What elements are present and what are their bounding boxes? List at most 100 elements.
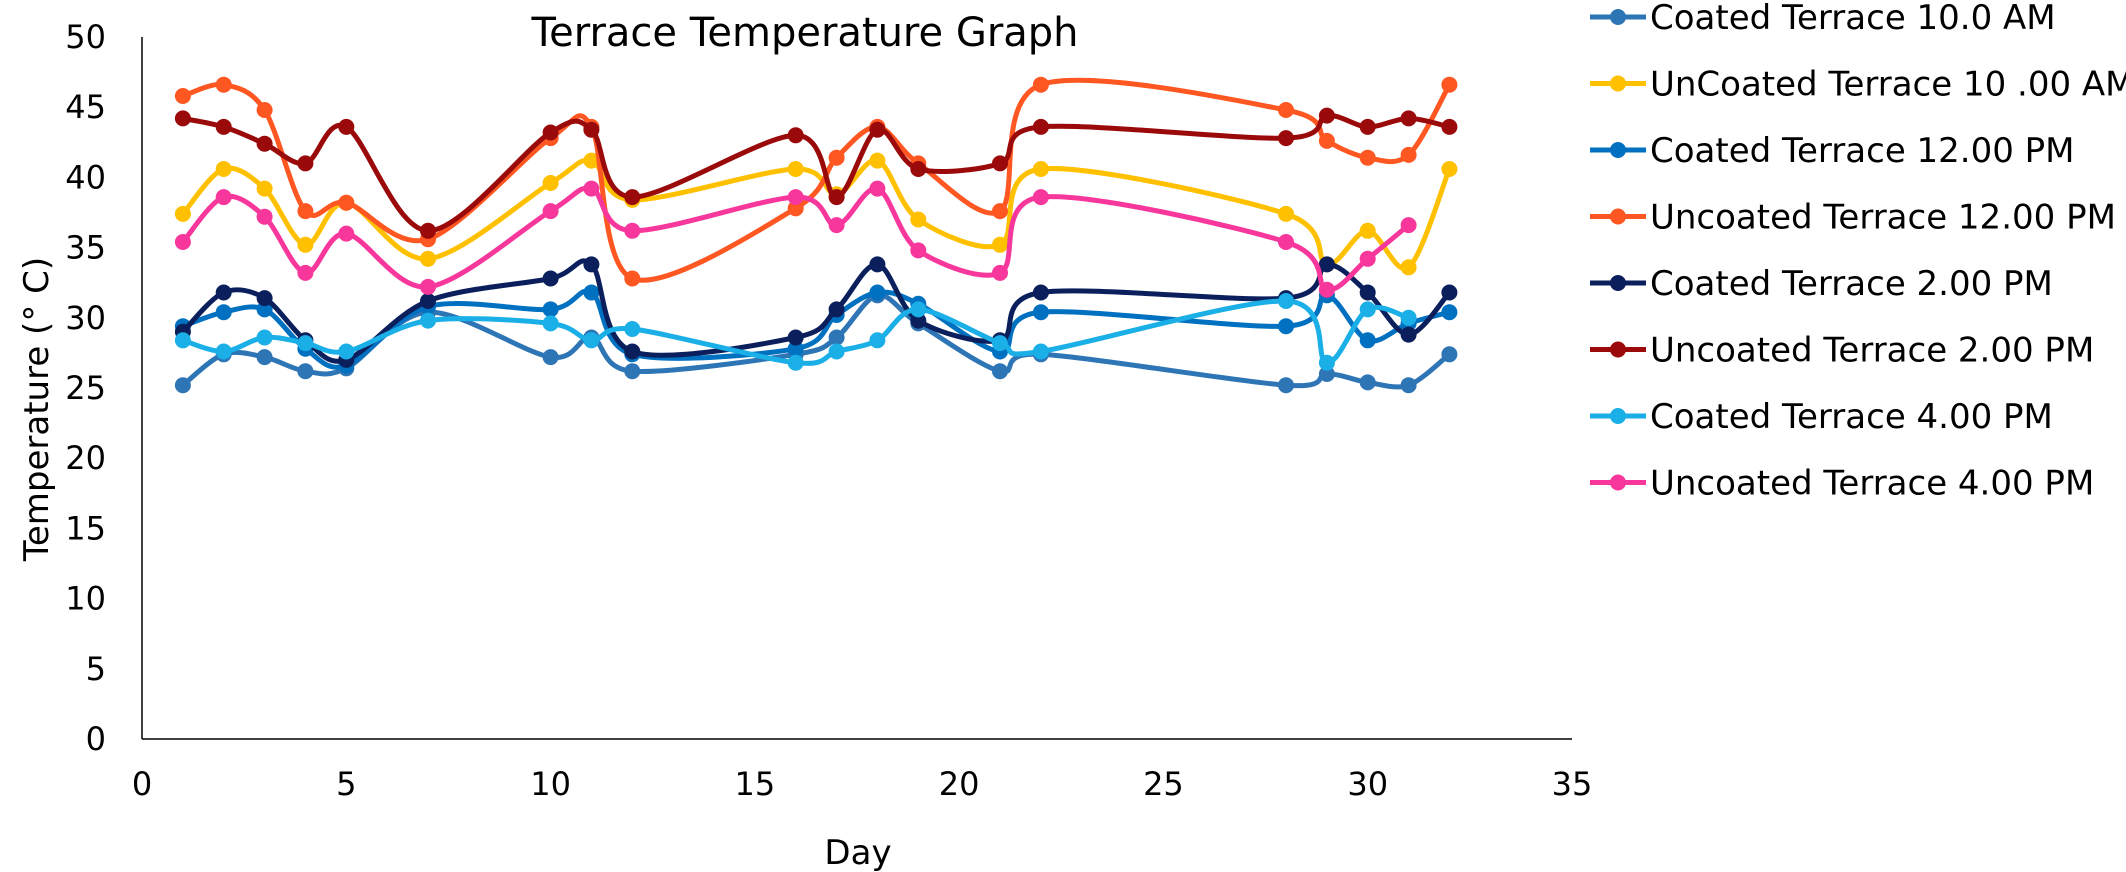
data-point [1400,146,1417,163]
data-point [624,222,641,239]
data-point [174,332,191,349]
data-point [1278,234,1294,250]
data-point [174,205,191,222]
data-point [1359,250,1376,267]
data-point [420,278,436,295]
y-tick-label: 0 [86,720,106,758]
y-tick-label: 5 [86,650,106,688]
data-point [1318,366,1335,382]
data-point [624,270,641,287]
y-tick-label: 10 [65,580,106,618]
data-point [542,175,559,191]
data-point [828,149,845,166]
data-point [624,343,641,360]
y-tick-label: 30 [65,299,106,337]
chart-title: Terrace Temperature Graph [530,10,1078,56]
data-point [910,161,927,177]
data-point [787,329,804,346]
data-point [542,124,559,141]
data-point [297,236,314,253]
x-tick-label: 0 [132,765,152,803]
data-point [583,284,600,301]
data-point [215,304,232,321]
data-point [1359,301,1376,318]
data-point [1318,256,1335,273]
data-point [787,127,804,144]
data-point [1318,132,1335,149]
series-line [180,113,1452,234]
data-point [1032,189,1049,206]
legend-marker [1610,275,1626,291]
data-point [787,354,804,371]
data-point [256,349,273,366]
data-point [910,301,927,318]
data-point [1318,354,1335,371]
data-point [1278,318,1294,335]
legend-marker [1610,408,1626,424]
data-point [992,203,1008,220]
data-point [992,335,1008,352]
data-point [420,293,436,309]
data-point [787,340,804,357]
data-point [215,118,232,135]
data-point [1400,377,1417,394]
data-point [828,189,845,206]
legend-label: Coated Terrace 12.00 PM [1650,131,2075,171]
data-point [869,121,886,138]
data-point [256,290,273,307]
data-point [787,200,804,217]
y-axis-title: Temperature (° C) [17,257,57,562]
legend-marker [1610,75,1626,92]
data-point [869,180,886,197]
data-point [828,343,845,360]
y-tick-label: 45 [65,88,106,126]
series-6 [174,107,1458,239]
data-point [869,256,886,273]
x-tick-label: 30 [1347,765,1388,803]
series-7 [174,293,1417,371]
data-point [542,270,559,287]
y-tick-label: 40 [65,158,106,196]
data-point [174,377,191,394]
data-point [910,211,927,228]
data-point [992,363,1008,380]
x-tick-label: 35 [1552,765,1593,803]
data-point [1400,217,1417,234]
data-point [1032,118,1049,135]
series-8 [174,180,1417,298]
data-point [583,152,600,169]
data-point [1441,76,1458,93]
data-point [338,194,355,211]
data-point [1359,284,1376,301]
data-point [1400,309,1417,326]
data-point [1400,259,1417,276]
legend-marker [1610,341,1626,358]
data-point [1278,130,1294,147]
x-tick-label: 5 [336,765,356,803]
legend-item: UnCoated Terrace 10 .00 AM [1590,65,2126,105]
data-point [828,217,845,234]
data-point [542,315,559,332]
data-point [420,250,436,267]
legend-label: Uncoated Terrace 12.00 PM [1650,198,2116,238]
series-line [180,77,1452,283]
data-point [1032,161,1049,177]
series-line [180,258,1452,364]
data-point [583,121,600,138]
data-point [174,234,191,250]
data-point [1318,281,1335,298]
legend: Coated Terrace 10.0 AM UnCoated Terrace 1… [1590,0,2126,504]
y-tick-label: 35 [65,229,106,267]
data-point [992,236,1008,253]
data-point [787,161,804,177]
series-4 [174,76,1458,287]
data-point [1400,326,1417,343]
legend-item: Coated Terrace 2.00 PM [1590,264,2053,304]
data-point [420,222,436,239]
data-point [256,102,273,118]
data-point [542,203,559,220]
data-point [297,155,314,172]
x-tick-label: 25 [1143,765,1184,803]
data-point [1441,284,1458,301]
data-point [1359,118,1376,135]
